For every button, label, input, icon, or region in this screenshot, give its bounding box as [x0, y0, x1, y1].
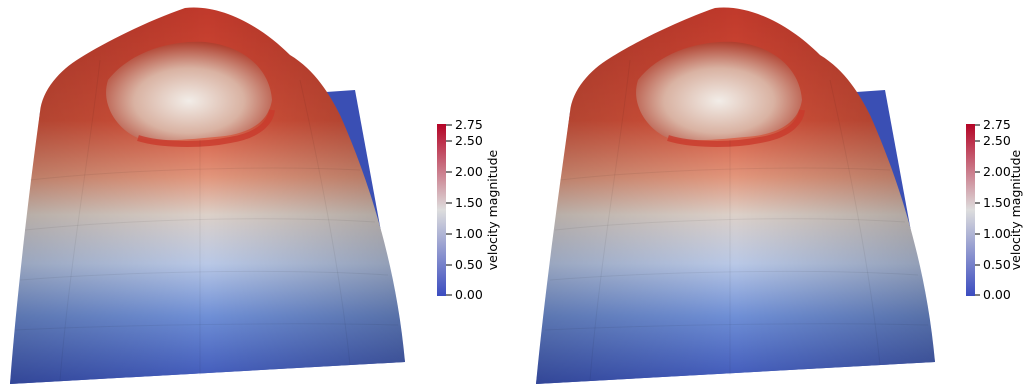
- legend-tick-label: 1.50: [983, 195, 1011, 210]
- legend-tick-label: 1.00: [983, 226, 1011, 241]
- legend-tick-label: 2.50: [455, 133, 483, 148]
- legend-ticks: [446, 124, 452, 296]
- legend-tick-label: 2.50: [983, 133, 1011, 148]
- surface-render: [10, 7, 405, 385]
- legend-tick-label: 0.50: [455, 257, 483, 272]
- legend-tick-label: 0.00: [983, 287, 1011, 302]
- render-view-left[interactable]: 2.75 2.50 2.00 1.50 1.00 0.50 0.00 veloc…: [0, 0, 513, 388]
- legend-tick-label: 2.75: [455, 117, 483, 132]
- legend-tick-label: 0.00: [455, 287, 483, 302]
- legend-tick-label: 1.00: [455, 226, 483, 241]
- surface-crater: [106, 41, 272, 141]
- legend-colorbar: [437, 124, 446, 296]
- legend-tick-label: 2.00: [455, 164, 483, 179]
- legend-ticks: [975, 124, 980, 296]
- legend-title: velocity magnitude: [485, 149, 500, 270]
- legend-colorbar: [966, 124, 975, 296]
- surface-crater: [636, 41, 802, 141]
- legend-tick-label: 2.75: [983, 117, 1011, 132]
- surface-render: [536, 7, 935, 385]
- legend-tick-label: 2.00: [983, 164, 1011, 179]
- legend-tick-label: 1.50: [455, 195, 483, 210]
- color-legend: 2.75 2.50 2.00 1.50 1.00 0.50 0.00 veloc…: [966, 117, 1023, 302]
- legend-title: velocity magnitude: [1008, 149, 1023, 270]
- render-view-right[interactable]: 2.75 2.50 2.00 1.50 1.00 0.50 0.00 veloc…: [514, 0, 1027, 388]
- legend-tick-label: 0.50: [983, 257, 1011, 272]
- color-legend: 2.75 2.50 2.00 1.50 1.00 0.50 0.00 veloc…: [437, 117, 500, 302]
